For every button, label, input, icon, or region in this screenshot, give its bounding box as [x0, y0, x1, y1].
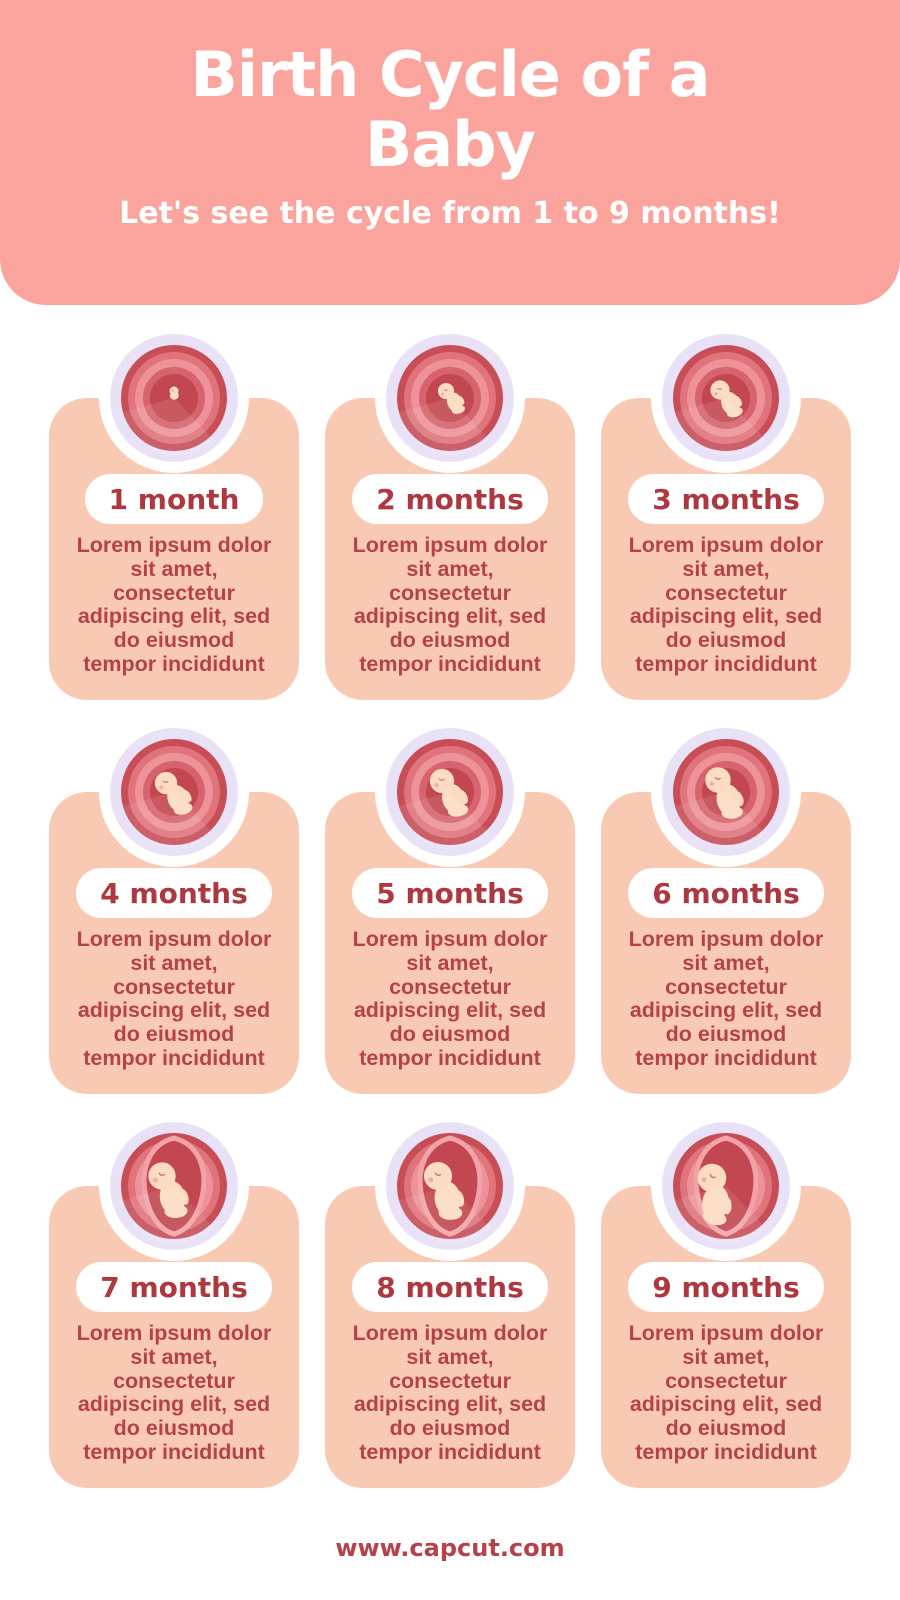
page-title: Birth Cycle of a Baby: [190, 38, 711, 182]
month-label: 4 months: [100, 876, 248, 910]
month-card-3: 3 months Lorem ipsum dolor sit amet, con…: [601, 323, 851, 700]
month-description: Lorem ipsum dolor sit amet, consectetur …: [352, 1321, 548, 1464]
fetus-illustration-month-3: [662, 334, 790, 462]
header-banner: Birth Cycle of a Baby Let's see the cycl…: [0, 0, 900, 305]
month-label: 6 months: [652, 876, 800, 910]
month-label: 2 months: [376, 482, 524, 516]
month-label: 1 month: [108, 482, 240, 516]
cards-row-1: 1 month Lorem ipsum dolor sit amet, cons…: [0, 323, 900, 700]
fetus-illustration-month-2: [386, 334, 514, 462]
month-card-4: 4 months Lorem ipsum dolor sit amet, con…: [49, 717, 299, 1094]
month-card-7: 7 months Lorem ipsum dolor sit amet, con…: [49, 1111, 299, 1488]
month-description: Lorem ipsum dolor sit amet, consectetur …: [76, 927, 272, 1070]
month-card-5: 5 months Lorem ipsum dolor sit amet, con…: [325, 717, 575, 1094]
month-label: 3 months: [652, 482, 800, 516]
month-label-pill: 2 months: [352, 474, 548, 524]
fetus-illustration-month-8: [386, 1122, 514, 1250]
month-label-pill: 3 months: [628, 474, 824, 524]
month-description: Lorem ipsum dolor sit amet, consectetur …: [628, 1321, 824, 1464]
month-label-pill: 7 months: [76, 1262, 272, 1312]
month-description: Lorem ipsum dolor sit amet, consectetur …: [352, 927, 548, 1070]
cards-row-2: 4 months Lorem ipsum dolor sit amet, con…: [0, 717, 900, 1094]
month-card-1: 1 month Lorem ipsum dolor sit amet, cons…: [49, 323, 299, 700]
month-card-9: 9 months Lorem ipsum dolor sit amet, con…: [601, 1111, 851, 1488]
month-label: 8 months: [376, 1270, 524, 1304]
month-label-pill: 8 months: [352, 1262, 548, 1312]
month-label-pill: 4 months: [76, 868, 272, 918]
month-label: 9 months: [652, 1270, 800, 1304]
website-url: www.capcut.com: [335, 1534, 565, 1562]
month-label-pill: 1 month: [84, 474, 264, 524]
month-card-8: 8 months Lorem ipsum dolor sit amet, con…: [325, 1111, 575, 1488]
month-label: 5 months: [376, 876, 524, 910]
fetus-illustration-month-5: [386, 728, 514, 856]
fetus-illustration-month-4: [110, 728, 238, 856]
month-label: 7 months: [100, 1270, 248, 1304]
fetus-illustration-month-7: [110, 1122, 238, 1250]
month-description: Lorem ipsum dolor sit amet, consectetur …: [352, 533, 548, 676]
month-description: Lorem ipsum dolor sit amet, consectetur …: [628, 533, 824, 676]
month-card-6: 6 months Lorem ipsum dolor sit amet, con…: [601, 717, 851, 1094]
month-label-pill: 9 months: [628, 1262, 824, 1312]
month-description: Lorem ipsum dolor sit amet, consectetur …: [628, 927, 824, 1070]
month-description: Lorem ipsum dolor sit amet, consectetur …: [76, 533, 272, 676]
month-label-pill: 5 months: [352, 868, 548, 918]
fetus-illustration-month-6: [662, 728, 790, 856]
page-subtitle: Let's see the cycle from 1 to 9 months!: [119, 196, 781, 232]
fetus-illustration-month-1: [110, 334, 238, 462]
cards-row-3: 7 months Lorem ipsum dolor sit amet, con…: [0, 1111, 900, 1488]
month-card-2: 2 months Lorem ipsum dolor sit amet, con…: [325, 323, 575, 700]
fetus-illustration-month-9: [662, 1122, 790, 1250]
month-description: Lorem ipsum dolor sit amet, consectetur …: [76, 1321, 272, 1464]
month-label-pill: 6 months: [628, 868, 824, 918]
